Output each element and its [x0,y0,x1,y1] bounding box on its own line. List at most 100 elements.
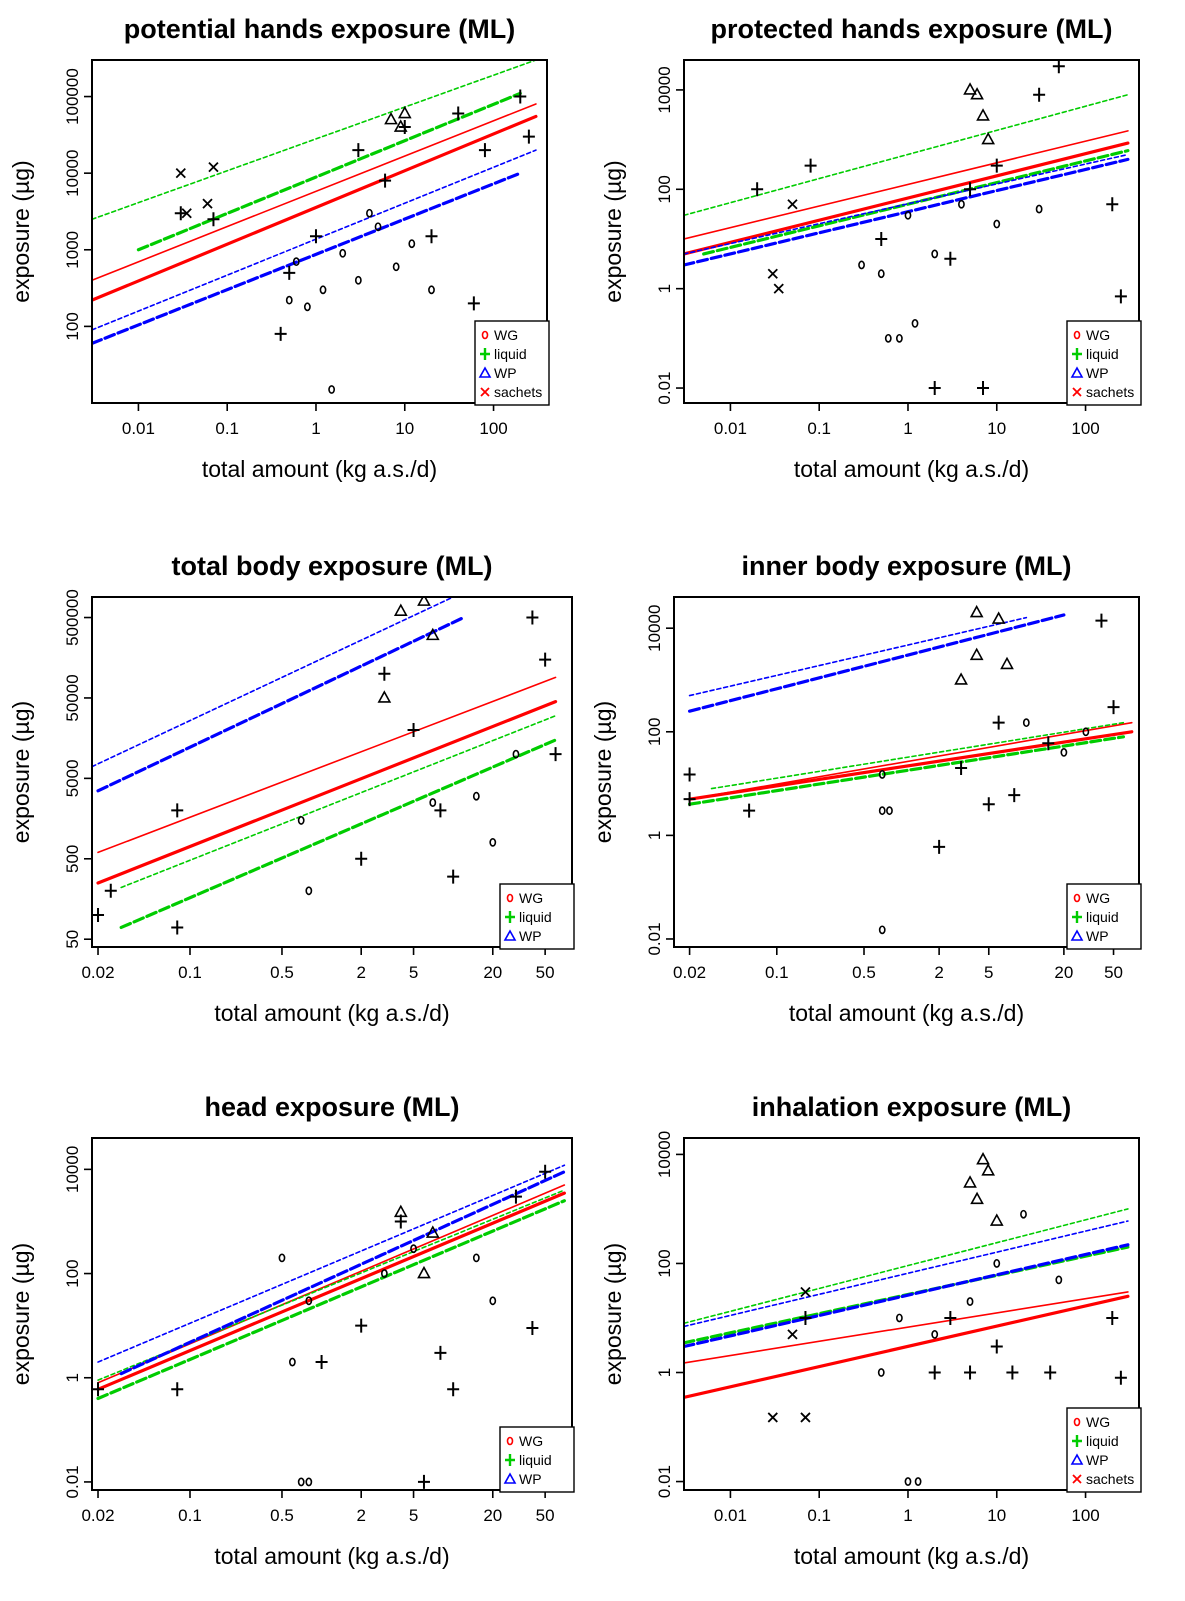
line-WP-thin [92,597,454,768]
line-WG-thin [684,1291,1129,1364]
legend-label-liquid: liquid [519,1452,552,1468]
line-liquid-thick [96,1199,566,1401]
point-liquid-11 [955,760,968,775]
point-WG-1 [904,210,912,220]
point-liquid-17 [379,173,392,188]
x-tick-label: 0.01 [714,419,747,438]
point-sachets-25 [800,1286,811,1298]
point-WG-5 [993,1259,1001,1268]
point-liquid-12 [982,797,995,812]
y-tick-label: 10000 [655,66,674,113]
point-WG-9 [858,260,865,270]
point-liquid-17 [1042,736,1055,751]
x-tick-label: 100 [1071,1506,1099,1525]
y-tick-label: 0.01 [655,371,674,404]
point-liquid-9 [743,803,756,818]
line-WP-thin [684,153,1129,255]
point-WG-8 [1035,204,1043,214]
legend-label-WP: WP [1086,1452,1109,1468]
point-WG-6 [1020,1209,1027,1219]
x-tick-label: 10 [987,419,1006,438]
y-tick-label: 10000 [63,1146,82,1193]
point-liquid-11 [355,1318,368,1333]
point-WG-3 [472,791,480,801]
point-WG-4 [354,275,362,285]
point-liquid-21 [478,143,491,158]
x-tick-label: 100 [1071,419,1099,438]
legend-marker-WG [506,1436,514,1446]
point-WG-1 [895,1313,903,1323]
legend-marker-liquid [505,1454,515,1466]
y-tick-label: 10000 [655,1131,674,1178]
legend-label-WP: WP [1086,365,1109,381]
point-WG-4 [512,749,520,759]
legend-marker-WP [503,1472,517,1484]
legend-marker-WG [1073,330,1081,340]
legend-label-liquid: liquid [519,909,552,925]
point-WP-21 [969,647,984,661]
point-WG-1 [288,1357,296,1367]
point-liquid-13 [355,851,368,866]
x-tick-label: 50 [1104,963,1123,982]
point-liquid-8 [683,792,696,807]
y-axis-label: exposure (µg) [590,701,616,843]
point-liquid-11 [964,1365,977,1380]
point-WG-7 [993,219,1001,229]
point-liquid-17 [944,1310,957,1325]
legend-label-sachets: sachets [1086,1471,1134,1487]
point-liquid-14 [434,1345,447,1360]
point-liquid-14 [1044,1365,1057,1380]
point-WG-3 [878,925,886,935]
legend-label-liquid: liquid [1086,909,1119,925]
point-sachets-30 [181,208,192,219]
chart-title: protected hands exposure (ML) [710,14,1112,44]
x-tick-label: 0.1 [765,963,789,982]
y-tick-label: 0.01 [655,1465,674,1498]
point-WG-5 [380,1269,388,1278]
legend-label-WP: WP [519,928,542,944]
point-liquid-15 [539,652,552,667]
point-WG-8 [428,285,435,295]
point-liquid-7 [683,767,696,782]
plot-frame [673,596,1140,948]
point-liquid-19 [315,1355,328,1370]
line-liquid-thin [120,714,557,889]
x-tick-label: 0.1 [178,963,202,982]
legend-marker-sachets [1072,1474,1082,1484]
line-WP-thick [92,171,522,345]
point-WG-5 [489,837,497,847]
point-liquid-10 [378,666,391,681]
x-tick-label: 0.01 [714,1506,747,1525]
y-tick-label: 1 [655,284,674,293]
y-tick-label: 100 [655,175,674,203]
legend-label-WP: WP [519,1471,542,1487]
y-tick-label: 100 [63,312,82,340]
y-tick-label: 1 [63,1373,82,1382]
x-tick-label: 2 [356,963,365,982]
x-tick-label: 0.1 [215,419,239,438]
point-liquid-9 [171,920,184,935]
y-axis-label: exposure (µg) [600,160,626,302]
point-WG-3 [339,248,347,258]
legend-label-liquid: liquid [1086,346,1119,362]
legend-label-WG: WG [519,890,543,906]
line-WP-thick [96,615,466,793]
x-tick-label: 1 [903,419,912,438]
x-tick-label: 0.02 [81,1506,114,1525]
x-tick-label: 2 [356,1506,365,1525]
y-tick-label: 0.01 [645,922,664,955]
point-liquid-16 [352,143,365,158]
point-liquid-19 [1106,197,1119,212]
x-tick-label: 5 [409,963,418,982]
point-WG-0 [285,295,293,305]
point-liquid-15 [1106,1310,1119,1325]
point-WP-22 [425,1225,440,1238]
point-WG-3 [914,1477,922,1486]
legend-marker-WP [1070,366,1084,378]
point-WG-10 [292,257,300,267]
legend-marker-liquid [480,348,490,360]
point-WP-18 [963,1175,977,1188]
x-axis-label: total amount (kg a.s./d) [794,456,1029,482]
point-WG-7 [1055,1275,1063,1285]
y-axis-label: exposure (µg) [8,1243,34,1385]
